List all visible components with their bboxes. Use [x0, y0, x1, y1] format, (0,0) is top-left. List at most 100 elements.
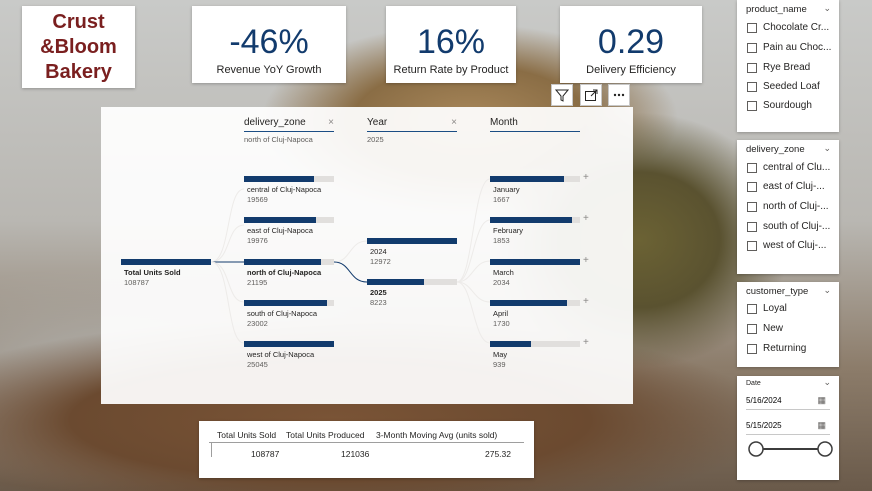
- checkbox[interactable]: [747, 100, 757, 111]
- chevron-down-icon[interactable]: ⌄: [823, 285, 831, 295]
- expand-plus-icon[interactable]: +: [583, 296, 589, 307]
- checkbox[interactable]: [747, 221, 757, 232]
- chevron-down-icon[interactable]: ⌄: [823, 3, 831, 13]
- root-node[interactable]: Total Units Sold 108787: [124, 268, 181, 288]
- checkbox[interactable]: [747, 343, 757, 354]
- checkbox[interactable]: [747, 323, 757, 334]
- checkbox[interactable]: [747, 162, 757, 173]
- slicer-option[interactable]: Sourdough: [747, 99, 835, 112]
- checkbox[interactable]: [747, 22, 757, 33]
- slicer-option[interactable]: central of Clu...: [747, 161, 835, 174]
- month-bar-february[interactable]: [490, 217, 580, 223]
- level-header-year[interactable]: Year ×: [367, 117, 457, 132]
- year-bar-2024[interactable]: [367, 238, 457, 244]
- remove-level-icon[interactable]: ×: [328, 117, 334, 128]
- table-header-units-sold[interactable]: Total Units Sold: [217, 430, 277, 440]
- slicer-option[interactable]: Pain au Choc...: [747, 41, 835, 54]
- slicer-option[interactable]: Chocolate Cr...: [747, 21, 835, 34]
- zone-node-south[interactable]: south of Cluj-Napoca 23002: [247, 309, 317, 329]
- month-value: 1667: [493, 195, 510, 204]
- connector-root-zone-4: [210, 261, 245, 344]
- month-node-march[interactable]: March 2034: [493, 268, 514, 288]
- month-node-february[interactable]: February 1853: [493, 226, 523, 246]
- root-bar[interactable]: [121, 259, 211, 265]
- expand-plus-icon[interactable]: +: [583, 172, 589, 183]
- month-bar-may[interactable]: [490, 341, 580, 347]
- year-bar-2025[interactable]: [367, 279, 457, 285]
- slicer-option[interactable]: south of Cluj-...: [747, 220, 835, 233]
- checkbox[interactable]: [747, 181, 757, 192]
- slicer-title: Date: [746, 380, 761, 387]
- focus-mode-button[interactable]: [580, 84, 602, 106]
- zone-bar-north[interactable]: [244, 259, 334, 265]
- kpi-value: -46%: [229, 23, 309, 61]
- expand-plus-icon[interactable]: +: [583, 255, 589, 266]
- connector-year-month-0: [456, 178, 491, 283]
- more-options-button[interactable]: [608, 84, 630, 106]
- year-node-2024[interactable]: 2024 12972: [370, 247, 391, 267]
- filter-button[interactable]: [551, 84, 573, 106]
- checkbox[interactable]: [747, 201, 757, 212]
- checkbox[interactable]: [747, 303, 757, 314]
- year-value: 8223: [370, 298, 387, 307]
- zone-bar-south[interactable]: [244, 300, 334, 306]
- connector-zone-year-1: [333, 261, 368, 283]
- date-range-slider[interactable]: [737, 436, 839, 466]
- table-cell-units-produced: 121036: [341, 449, 370, 459]
- zone-bar-east[interactable]: [244, 217, 334, 223]
- checkbox[interactable]: [747, 62, 757, 73]
- checkbox[interactable]: [747, 240, 757, 251]
- checkbox[interactable]: [747, 42, 757, 53]
- zone-node-west[interactable]: west of Cluj-Napoca 25045: [247, 350, 314, 370]
- range-start-handle[interactable]: [748, 441, 764, 457]
- connector-year-month-4: [456, 281, 491, 344]
- chevron-down-icon[interactable]: ⌄: [823, 377, 831, 387]
- table-header-moving-avg[interactable]: 3-Month Moving Avg (units sold): [376, 430, 498, 440]
- zone-node-east[interactable]: east of Cluj-Napoca 19976: [247, 226, 313, 246]
- slicer-option[interactable]: Returning: [747, 342, 835, 355]
- zone-node-central[interactable]: central of Cluj-Napoca 19569: [247, 185, 321, 205]
- calendar-icon[interactable]: ▦: [817, 420, 826, 430]
- month-bar-march[interactable]: [490, 259, 580, 265]
- year-label: 2025: [370, 288, 387, 297]
- month-bar-april[interactable]: [490, 300, 580, 306]
- slicer-customer-type: customer_type ⌄ Loyal New Returning: [737, 282, 839, 367]
- date-end-input[interactable]: 5/15/2025 ▦: [746, 417, 830, 435]
- calendar-icon[interactable]: ▦: [817, 395, 826, 405]
- slicer-title: delivery_zone: [746, 144, 805, 155]
- slicer-option[interactable]: New: [747, 322, 835, 335]
- year-node-2025[interactable]: 2025 8223: [370, 288, 387, 308]
- year-value: 12972: [370, 257, 391, 266]
- level-filter: north of Cluj-Napoca: [244, 135, 313, 144]
- remove-level-icon[interactable]: ×: [451, 117, 457, 128]
- slicer-option[interactable]: Seeded Loaf: [747, 80, 835, 93]
- slicer-option[interactable]: east of Cluj-...: [747, 180, 835, 193]
- zone-label: south of Cluj-Napoca: [247, 309, 318, 318]
- table-cell-moving-avg: 275.32: [485, 449, 511, 459]
- slicer-option[interactable]: Loyal: [747, 302, 835, 315]
- level-header-label: Month: [490, 117, 518, 128]
- focus-mode-icon: [585, 89, 598, 101]
- zone-bar-central[interactable]: [244, 176, 334, 182]
- chevron-down-icon[interactable]: ⌄: [823, 143, 831, 153]
- level-header-month[interactable]: Month: [490, 117, 580, 132]
- checkbox[interactable]: [747, 81, 757, 92]
- month-node-january[interactable]: January 1667: [493, 185, 520, 205]
- expand-plus-icon[interactable]: +: [583, 337, 589, 348]
- more-options-icon: [613, 93, 625, 97]
- month-node-may[interactable]: May 939: [493, 350, 507, 370]
- table-header-units-produced[interactable]: Total Units Produced: [286, 430, 365, 440]
- month-bar-january[interactable]: [490, 176, 580, 182]
- slicer-option[interactable]: Rye Bread: [747, 61, 835, 74]
- zone-node-north[interactable]: north of Cluj-Napoca 21195: [247, 268, 321, 288]
- month-node-april[interactable]: April 1730: [493, 309, 510, 329]
- zone-bar-west[interactable]: [244, 341, 334, 347]
- expand-plus-icon[interactable]: +: [583, 213, 589, 224]
- slicer-option[interactable]: north of Cluj-...: [747, 200, 835, 213]
- kpi-value: 0.29: [597, 23, 665, 61]
- level-header-label: Year: [367, 117, 388, 128]
- range-end-handle[interactable]: [817, 441, 833, 457]
- date-start-input[interactable]: 5/16/2024 ▦: [746, 392, 830, 410]
- level-header-delivery-zone[interactable]: delivery_zone ×: [244, 117, 334, 132]
- slicer-option[interactable]: west of Cluj-...: [747, 239, 835, 252]
